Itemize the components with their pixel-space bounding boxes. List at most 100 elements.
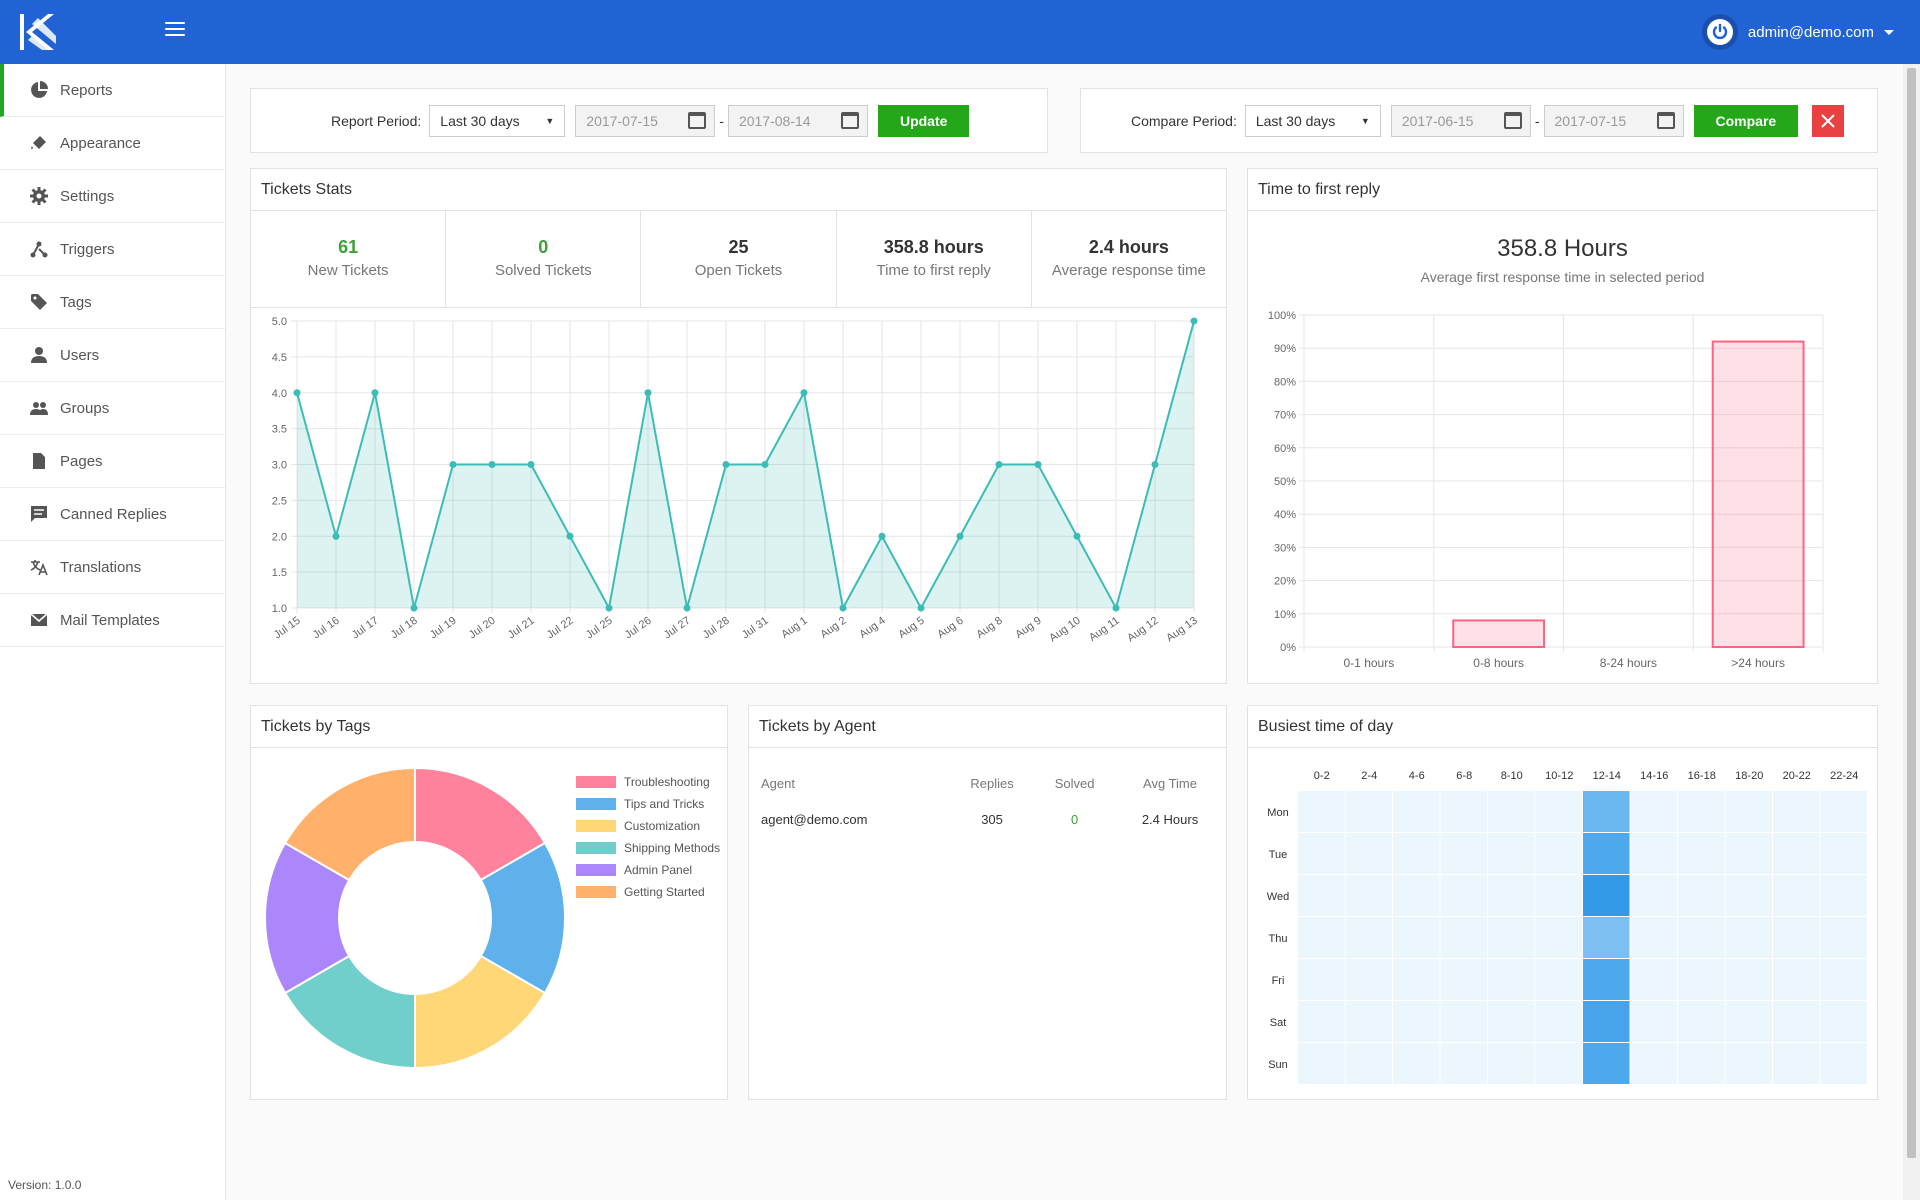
report-from-date[interactable]: 2017-07-15 [575,104,716,137]
sidebar-item-translations[interactable]: Translations [0,541,225,594]
data-point [839,604,847,612]
legend-item[interactable]: Admin Panel [576,859,720,881]
heatmap-cell [1725,1001,1772,1042]
y-tick-label: 2.0 [272,531,287,543]
user-menu[interactable]: admin@demo.com [1701,0,1894,64]
column-header: Replies [970,775,1014,791]
compare-button[interactable]: Compare [1693,104,1799,137]
close-icon [1821,113,1835,128]
paint-bucket-icon [31,136,46,149]
legend-item[interactable]: Getting Started [576,881,720,903]
heatmap-cell [1820,917,1867,958]
legend-item[interactable]: Customization [576,815,720,837]
chat-icon [31,506,47,522]
heatmap-column-label: 22-24 [1830,770,1858,782]
heatmap-cell [1820,875,1867,916]
caret-down-icon: ▼ [545,115,555,126]
legend-label: Shipping Methods [624,841,721,855]
heatmap-cell [1773,875,1820,916]
sidebar-item-tags[interactable]: Tags [0,276,225,329]
compare-period-label: Compare Period: [1131,112,1237,129]
heatmap-row-label: Sun [1268,1059,1288,1071]
sidebar-item-appearance[interactable]: Appearance [0,117,225,170]
data-point [527,461,535,468]
panel-title: Tickets Stats [251,169,1226,211]
y-tick-label: 2.5 [272,495,287,507]
compare-to-date[interactable]: 2017-07-15 [1543,104,1684,137]
legend-item[interactable]: Troubleshooting [576,771,720,793]
y-tick-label: 30% [1274,542,1296,554]
x-tick-label: Aug 13 [1164,615,1199,645]
heatmap-row-label: Sat [1270,1017,1287,1029]
y-tick-label: 5.0 [272,316,287,328]
report-to-date[interactable]: 2017-08-14 [727,104,868,137]
data-point [371,389,379,397]
sidebar-item-settings[interactable]: Settings [0,170,225,223]
x-tick-label: Aug 10 [1047,615,1082,645]
sidebar-item-triggers[interactable]: Triggers [0,223,225,276]
y-tick-label: 3.0 [272,460,287,472]
heatmap-column-label: 18-20 [1735,770,1763,782]
sidebar-item-mail-templates[interactable]: Mail Templates [0,594,225,647]
sidebar-item-reports[interactable]: Reports [0,64,225,117]
compare-from-date[interactable]: 2017-06-15 [1390,104,1531,137]
agent-link[interactable]: agent@demo.com [761,811,868,827]
menu-toggle-icon[interactable] [165,22,185,40]
sidebar-item-users[interactable]: Users [0,329,225,382]
heatmap-cell [1820,1001,1867,1042]
clear-compare-button[interactable] [1812,104,1845,137]
calendar-icon[interactable] [1503,112,1522,129]
heatmap-cell [1773,1043,1820,1084]
sidebar-item-canned-replies[interactable]: Canned Replies [0,488,225,541]
heatmap-cell [1820,791,1867,832]
replies-cell: 305 [981,811,1003,827]
x-tick-label: Jul 27 [662,615,693,642]
heatmap-column-label: 6-8 [1456,770,1472,782]
tickets-line-chart: 1.0 1.5 2.0 2.5 3.0 3.5 4.0 4.5 5.0 Jul 15 Jul 16 J… [272,316,1200,645]
solved-cell: 0 [1070,811,1079,827]
heatmap-column-label: 0-2 [1314,770,1330,782]
heatmap-cell [1535,833,1582,874]
heatmap-cell [1345,875,1392,916]
update-button[interactable]: Update [877,104,970,137]
heatmap-cell [1820,959,1867,1000]
heatmap-cell [1535,791,1582,832]
legend-item[interactable]: Shipping Methods [576,837,720,859]
heatmap-cell [1298,833,1345,874]
page-scrollbar[interactable] [1903,64,1920,1200]
x-tick-label: Jul 17 [350,615,381,642]
bar [1711,340,1805,649]
tags-panel: Tickets by Tags Troubleshooting Tips and … [250,705,728,1100]
heatmap-cell [1345,791,1392,832]
compare-period-panel: Compare Period: Last 30 days ▼ 2017-06-15… [1080,88,1878,153]
heatmap-cell [1488,875,1535,916]
heatmap-cell [1678,875,1725,916]
sidebar-item-label: Appearance [60,134,141,152]
sidebar-item-groups[interactable]: Groups [0,382,225,435]
legend-item[interactable]: Tips and Tricks [576,793,720,815]
heatmap-row-label: Wed [1267,891,1289,903]
calendar-icon[interactable] [840,112,859,129]
compare-period-select[interactable]: Last 30 days ▼ [1244,104,1381,137]
legend-label: Troubleshooting [624,775,710,789]
heatmap-cell [1298,875,1345,916]
table-header-row: Agent Replies Solved Avg Time [749,768,1226,798]
calendar-icon[interactable] [688,112,707,129]
translate-icon [30,560,48,576]
sidebar-item-pages[interactable]: Pages [0,435,225,488]
logo[interactable] [20,14,56,50]
data-point [917,604,925,612]
busiest-time-panel: Busiest time of day 0-2 2-4 4-6 6-8 8-10 10-1… [1247,705,1878,1100]
compare-from-value: 2017-06-15 [1401,112,1474,129]
heatmap-cell [1583,917,1630,958]
heatmap-cell [1725,917,1772,958]
stat-solved-tickets: 0 Solved Tickets [446,211,642,307]
panel-title: Busiest time of day [1248,706,1877,748]
scrollbar-thumb[interactable] [1907,68,1916,1158]
report-period-select[interactable]: Last 30 days ▼ [429,104,566,137]
heatmap-cell [1630,917,1677,958]
calendar-icon[interactable] [1656,112,1675,129]
heatmap-cell [1583,1043,1630,1084]
x-tick-label: Jul 31 [740,615,771,642]
heatmap-cell [1393,791,1440,832]
